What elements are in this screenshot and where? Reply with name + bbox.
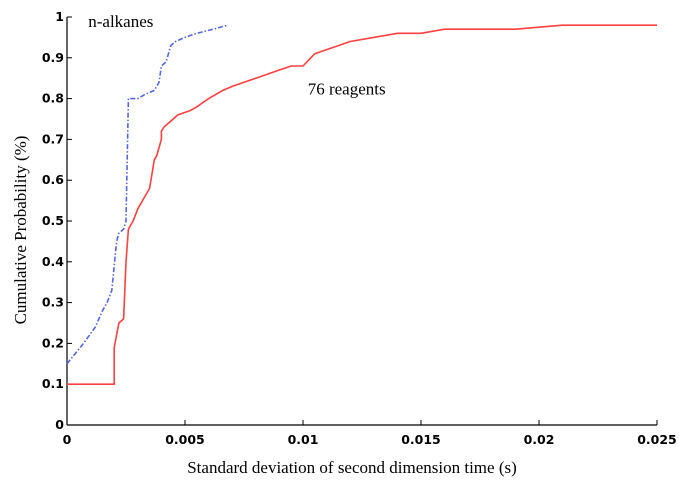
y-tick-label: 0.8	[42, 91, 64, 106]
y-axis-title: Cumulative Probability (%)	[11, 136, 30, 325]
x-tick-label: 0.015	[401, 432, 441, 447]
y-ticks: 0 0.1 0.2 0.3 0.4 0.5 0.6 0.7 0.8 0.9 1	[42, 9, 72, 432]
series-layer	[66, 24, 657, 386]
series-line-0	[66, 24, 228, 365]
axes	[66, 17, 657, 426]
y-tick-label: 0.9	[42, 50, 64, 65]
y-tick-label: 0.5	[42, 213, 64, 228]
y-tick-label: 0.2	[42, 335, 64, 350]
annotation-label: 76 reagents	[308, 80, 386, 99]
x-tick-label: 0.005	[165, 432, 205, 447]
x-axis-title: Standard deviation of second dimension t…	[187, 458, 517, 477]
x-tick-label: 0.02	[524, 432, 555, 447]
y-tick-label: 1	[55, 9, 64, 24]
series-line-1	[67, 24, 657, 386]
x-ticks: 0 0.005 0.01 0.015 0.02 0.025	[63, 420, 677, 447]
y-tick-label: 0.3	[42, 295, 64, 310]
y-tick-label: 0.6	[42, 172, 64, 187]
y-tick-label: 0	[55, 417, 64, 432]
y-tick-label: 0.7	[42, 131, 64, 146]
annotations: n-alkanes 76 reagents	[88, 12, 385, 98]
x-tick-label: 0.025	[637, 432, 677, 447]
x-tick-label: 0.01	[288, 432, 319, 447]
y-tick-label: 0.1	[42, 376, 64, 391]
y-tick-label: 0.4	[42, 254, 64, 269]
annotation-label: n-alkanes	[88, 12, 153, 31]
x-tick-label: 0	[63, 432, 72, 447]
